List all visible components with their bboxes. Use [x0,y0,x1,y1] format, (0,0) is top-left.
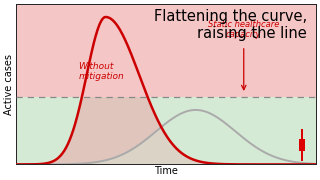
Y-axis label: Active cases: Active cases [4,54,14,115]
X-axis label: Time: Time [154,166,178,176]
Text: Static healthcare
capacity: Static healthcare capacity [208,20,279,39]
Text: Flattening the curve,
raising the line: Flattening the curve, raising the line [154,9,307,41]
Bar [301,129,303,161]
Bar [16,97,316,165]
Bar [299,139,305,151]
Bar [16,4,316,165]
Text: Without
mitigation: Without mitigation [79,62,124,81]
